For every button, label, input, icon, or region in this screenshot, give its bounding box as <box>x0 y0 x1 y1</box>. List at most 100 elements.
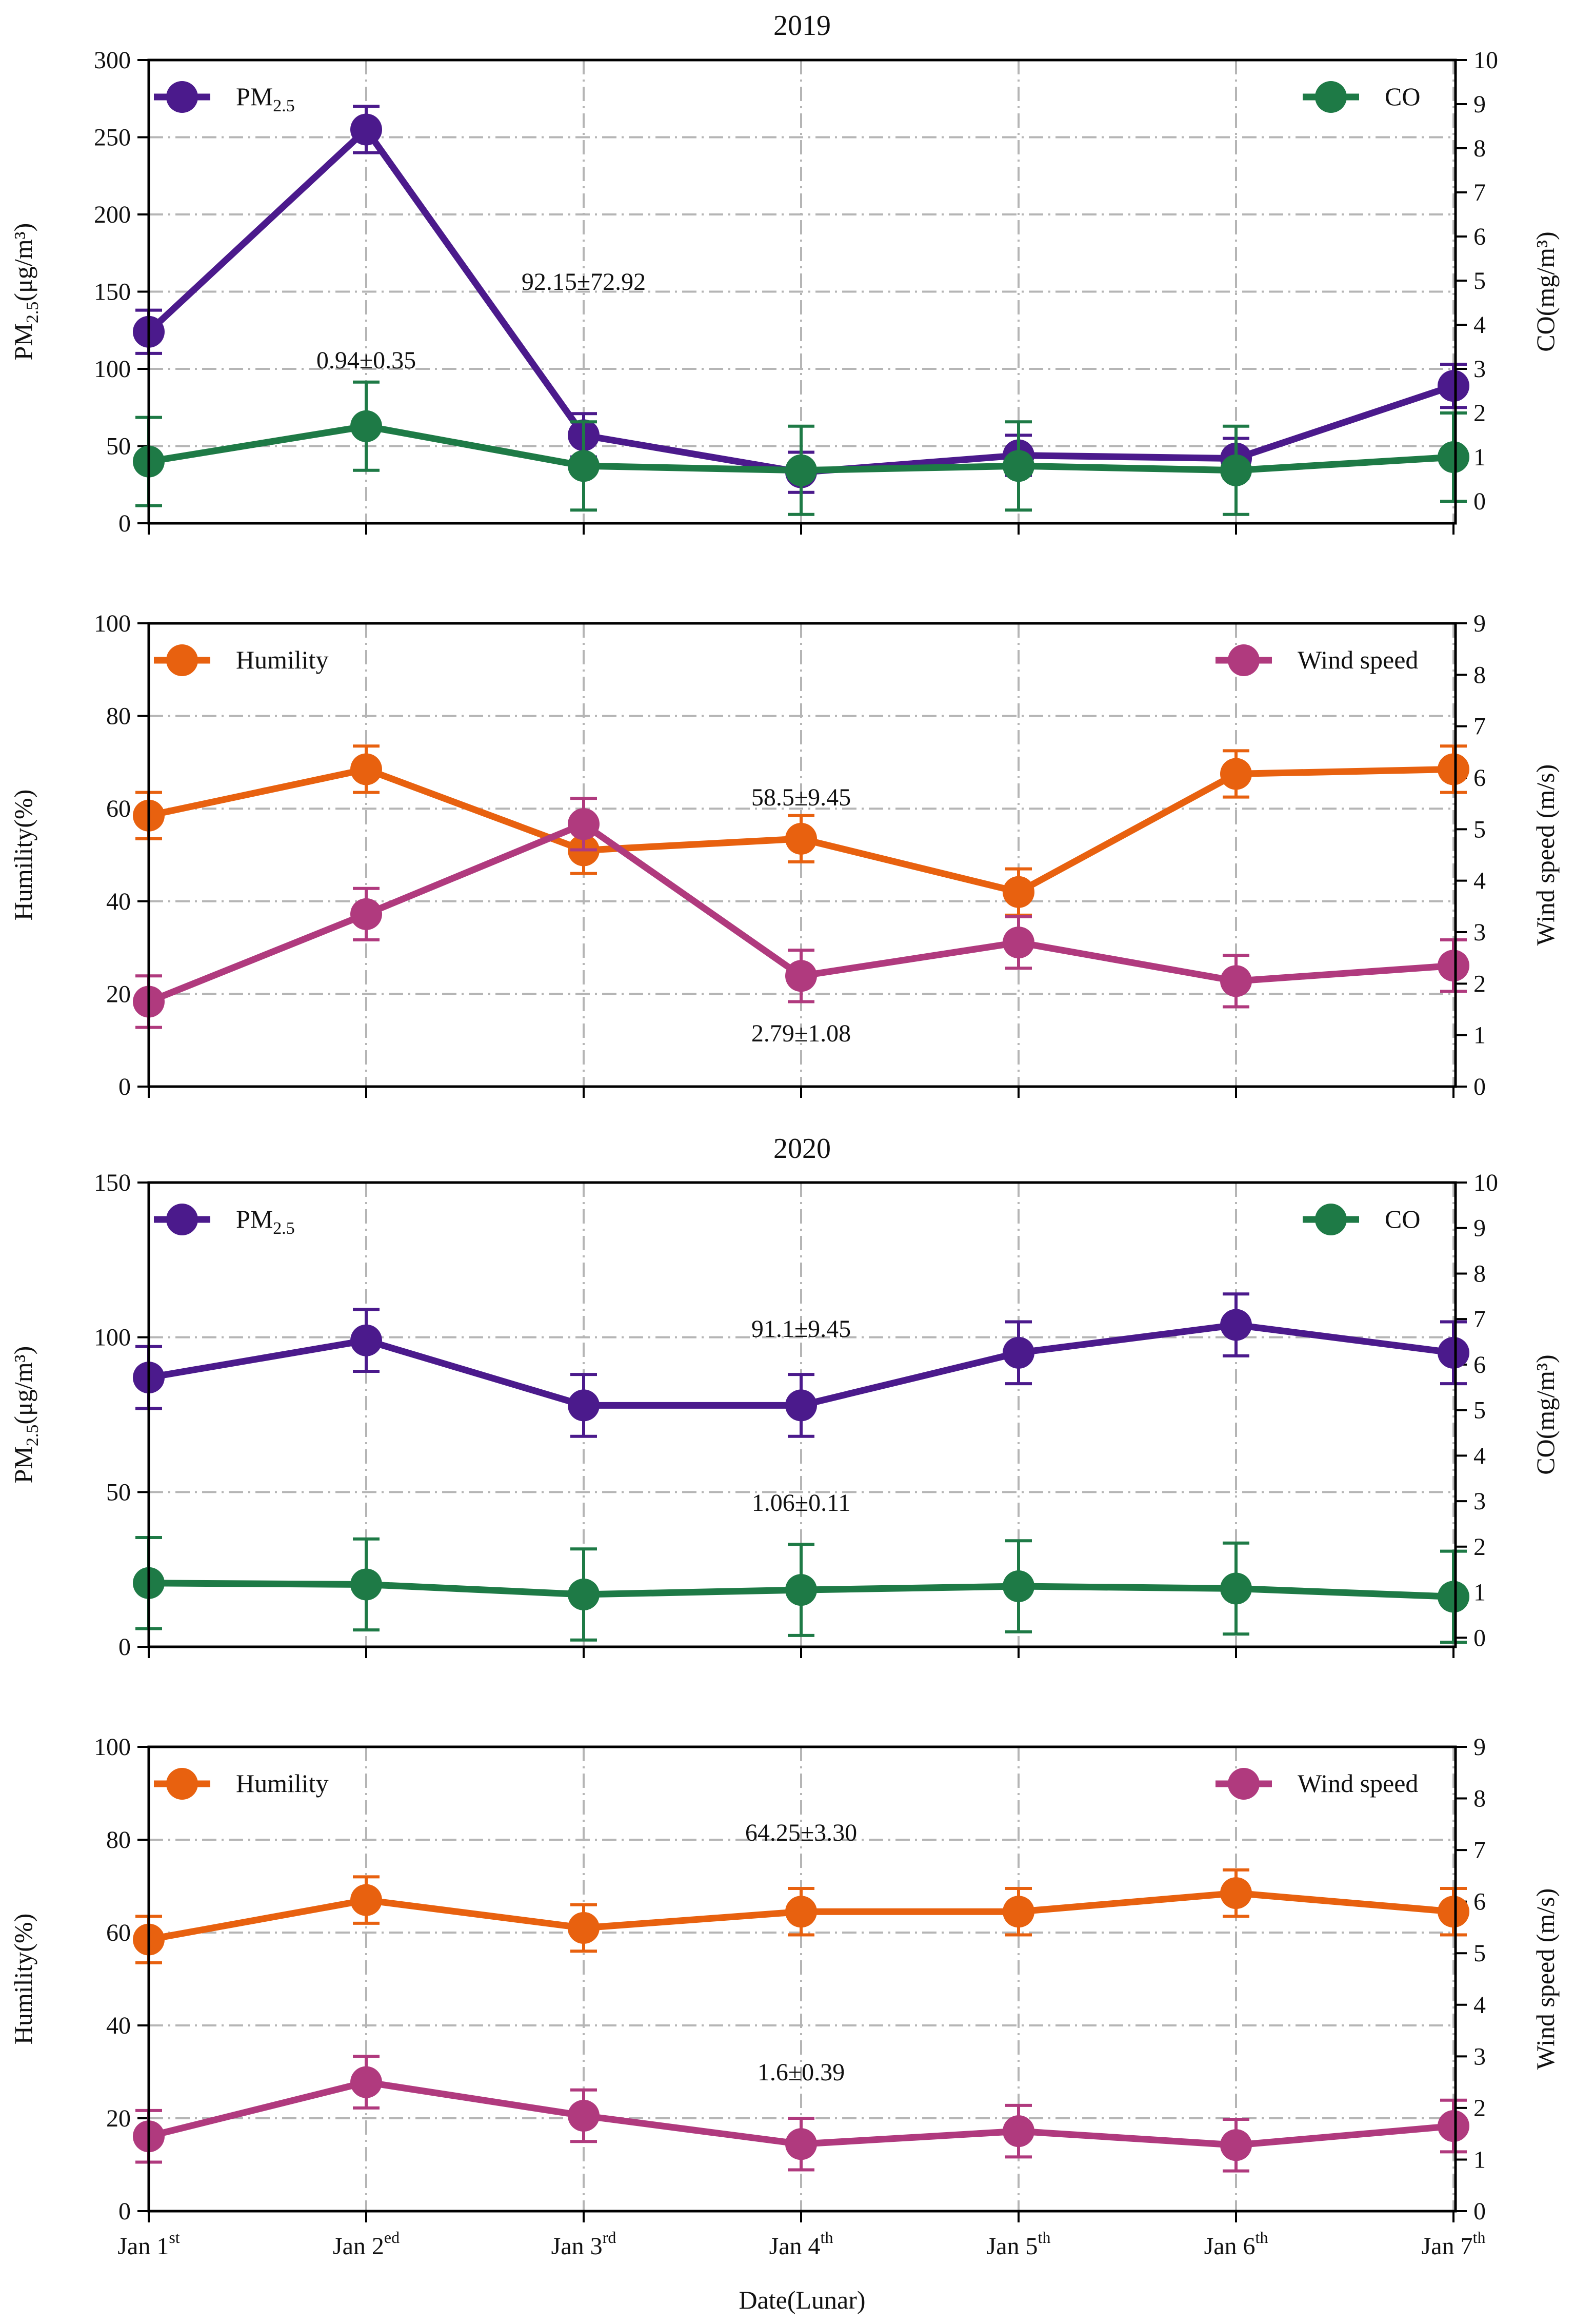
right-y-tick-label: 3 <box>1473 2043 1486 2070</box>
x-tick-label-main: Jan 1 <box>117 2233 169 2260</box>
right-y-axis-label: Wind speed (m/s) <box>1531 764 1560 946</box>
right-y-tick-label: 8 <box>1473 135 1486 162</box>
data-point <box>1220 965 1252 997</box>
right-y-tick-label: 7 <box>1473 713 1486 740</box>
legend-label: Humility <box>236 1769 329 1798</box>
right-y-tick-label: 9 <box>1473 91 1486 118</box>
data-point <box>1220 2129 1252 2161</box>
right-y-tick-label: 4 <box>1473 1442 1486 1469</box>
x-tick-label: Jan 5th <box>987 2228 1051 2260</box>
x-tick-label-main: Jan 3 <box>551 2233 603 2260</box>
x-tick-label-main: Jan 2 <box>333 2233 384 2260</box>
right-y-tick-label: 7 <box>1473 179 1486 206</box>
data-point <box>1003 876 1034 908</box>
left-y-axis-label: PM2.5(μg/m³) <box>9 1346 42 1484</box>
legend-label: Wind speed <box>1298 1769 1418 1798</box>
right-y-tick-label: 4 <box>1473 1992 1486 2019</box>
right-y-tick-label: 5 <box>1473 1940 1486 1967</box>
right-y-tick-label: 3 <box>1473 1488 1486 1515</box>
left-y-tick-label: 20 <box>106 980 131 1008</box>
legend-pm2-5: PM2.5 <box>154 81 295 115</box>
legend-label-sub: 2.5 <box>273 1219 295 1238</box>
data-point <box>1438 753 1469 785</box>
legend-label-main: PM <box>236 1205 273 1233</box>
right-y-tick-label: 2 <box>1473 1533 1486 1561</box>
legend-label-main: Wind speed <box>1298 1769 1418 1798</box>
chart-panel-1: 2019050100150200250300012345678910PM2.5(… <box>9 10 1560 537</box>
right-y-tick-label: 0 <box>1473 1624 1486 1651</box>
left-y-axis-label-main: Humility(%) <box>9 790 37 921</box>
x-tick-label: Jan 4th <box>769 2228 833 2260</box>
series-co <box>133 1536 1469 1644</box>
data-point <box>350 2066 382 2098</box>
left-y-axis-label-main: Humility(%) <box>9 1914 37 2045</box>
data-point <box>350 753 382 785</box>
series-wind-speed <box>133 797 1469 1029</box>
left-y-tick-label: 100 <box>94 1734 131 1761</box>
legend-label: Wind speed <box>1298 645 1418 674</box>
legend-marker <box>1228 1768 1260 1800</box>
right-y-tick-label: 0 <box>1473 2198 1486 2225</box>
legend-label: Humility <box>236 645 329 674</box>
series-humility <box>133 1868 1469 1964</box>
x-tick-label: Jan 7th <box>1422 2228 1486 2260</box>
left-y-tick-label: 60 <box>106 795 131 822</box>
data-point <box>1438 2110 1469 2142</box>
legend-wind-speed: Wind speed <box>1216 1768 1418 1800</box>
plot-frame <box>147 58 1457 525</box>
right-y-tick-label: 4 <box>1473 311 1486 339</box>
data-point <box>785 1896 817 1928</box>
x-tick-label-sup: th <box>1256 2228 1268 2247</box>
x-tick-label-main: Jan 5 <box>987 2233 1038 2260</box>
plot-frame <box>147 622 1457 1088</box>
left-y-tick-label: 250 <box>94 124 131 151</box>
left-y-tick-label: 300 <box>94 47 131 74</box>
data-point <box>1220 1309 1252 1341</box>
legend-label: CO <box>1385 1205 1420 1233</box>
legend-marker <box>166 1768 198 1800</box>
left-y-axis-label-unit: (μg/m³) <box>9 223 37 302</box>
data-point <box>350 1884 382 1916</box>
legend-co: CO <box>1303 1204 1420 1235</box>
data-point <box>350 410 382 442</box>
data-point <box>1438 1336 1469 1369</box>
data-point <box>1438 370 1469 402</box>
data-point <box>785 822 817 855</box>
legend-humility: Humility <box>154 644 329 676</box>
stat-annotation: 2.79±1.08 <box>751 1020 851 1047</box>
data-point <box>350 898 382 930</box>
left-y-tick-label: 200 <box>94 201 131 228</box>
series-wind-speed <box>133 2055 1469 2173</box>
data-point <box>1220 1572 1252 1605</box>
data-point <box>1220 758 1252 790</box>
stat-annotation: 1.06±0.11 <box>752 1489 851 1516</box>
right-y-tick-label: 8 <box>1473 1260 1486 1287</box>
left-y-axis-label-sub: 2.5 <box>23 1425 42 1447</box>
legend-co: CO <box>1303 81 1420 113</box>
right-y-tick-label: 6 <box>1473 1351 1486 1378</box>
plot-frame <box>147 1745 1457 2213</box>
x-tick-label-sup: rd <box>603 2228 616 2247</box>
left-y-tick-label: 0 <box>118 1633 131 1661</box>
right-y-tick-label: 6 <box>1473 764 1486 792</box>
right-y-tick-label: 9 <box>1473 1215 1486 1242</box>
left-y-tick-label: 0 <box>118 2198 131 2225</box>
stat-annotation: 1.6±0.39 <box>758 2059 845 2086</box>
right-y-tick-label: 1 <box>1473 1022 1486 1049</box>
x-tick-label: Jan 1st <box>117 2228 180 2260</box>
left-y-axis-label-main: PM <box>9 323 37 360</box>
legend-marker <box>1315 81 1347 113</box>
stat-annotation: 58.5±9.45 <box>751 784 851 811</box>
x-tick-label: Jan 6th <box>1204 2228 1268 2260</box>
x-tick-label-sup: ed <box>384 2228 400 2247</box>
legend-label-main: CO <box>1385 1205 1420 1233</box>
x-tick-label-sup: st <box>169 2228 180 2247</box>
series-pm2-5 <box>133 1292 1469 1438</box>
legend-humility: Humility <box>154 1768 329 1800</box>
right-y-tick-label: 9 <box>1473 610 1486 637</box>
data-point <box>1003 2115 1034 2148</box>
legend-label: PM2.5 <box>236 1205 295 1238</box>
data-point <box>785 1389 817 1422</box>
data-point <box>1003 1570 1034 1602</box>
